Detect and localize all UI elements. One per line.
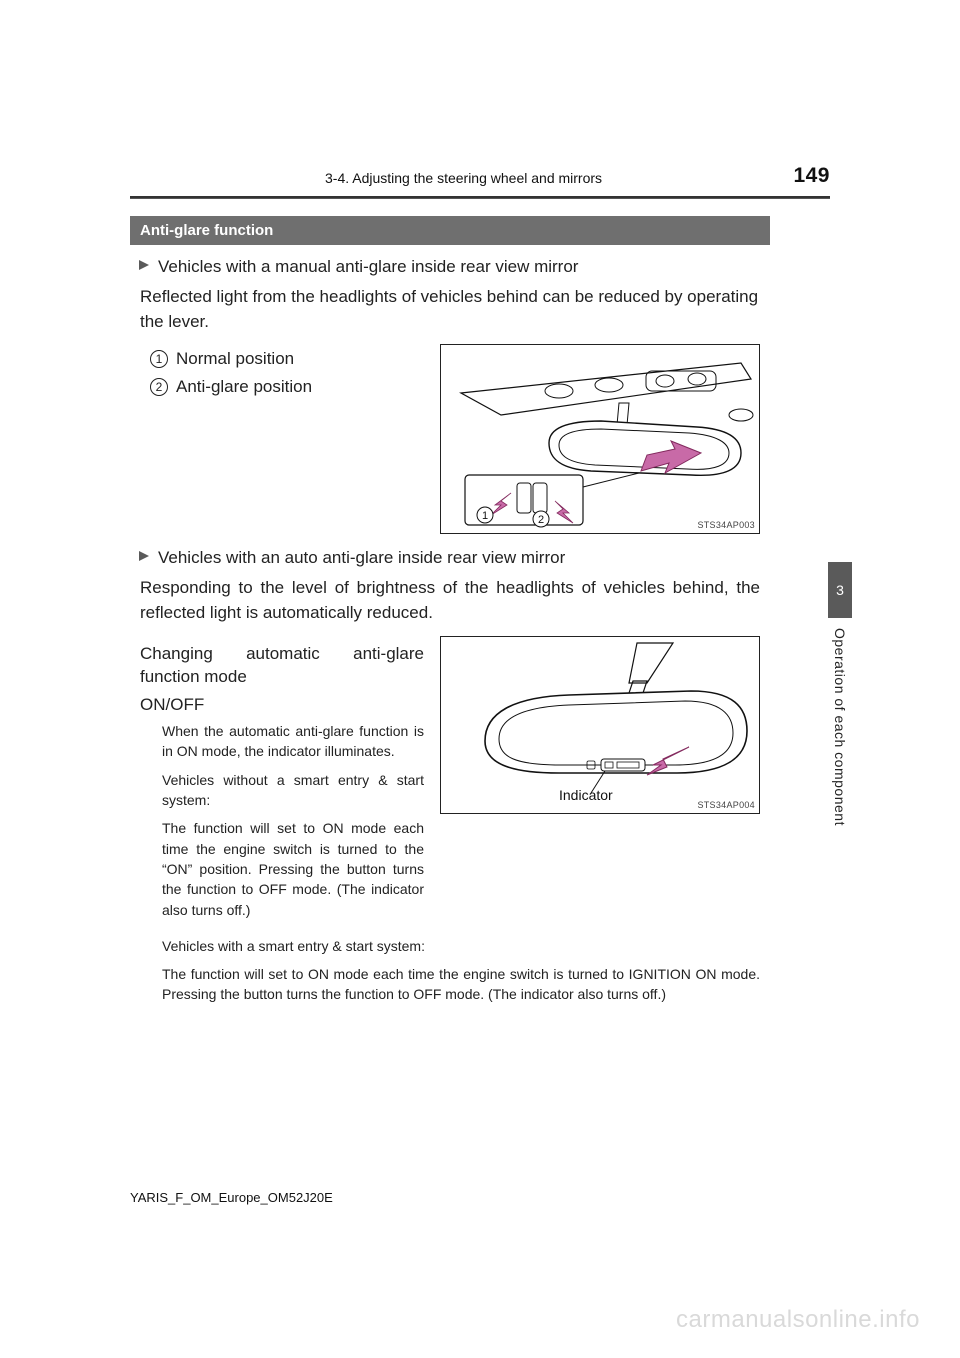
manual-item-2-text: Anti-glare position (176, 374, 312, 400)
auto-figure-col: Indicator STS34AP004 (440, 636, 760, 814)
bullet-manual-text: Vehicles with a manual anti-glare inside… (158, 257, 578, 277)
auto-p1: When the automatic anti-glare function i… (162, 721, 424, 762)
chapter-tab: 3 (828, 562, 852, 618)
header-rule (130, 196, 830, 199)
auto-p3: The function will set to ON mode each ti… (162, 818, 424, 919)
onoff-label: ON/OFF (140, 695, 414, 715)
manual-item-2: 2 Anti-glare position (150, 374, 414, 400)
bullet-auto-text: Vehicles with an auto anti-glare inside … (158, 548, 565, 568)
chapter-tab-number: 3 (836, 582, 844, 598)
triangle-icon (138, 259, 150, 271)
body: Anti-glare function Vehicles with a manu… (130, 216, 770, 1013)
circled-1-icon: 1 (150, 350, 168, 368)
svg-text:1: 1 (482, 510, 488, 522)
watermark: carmanualsonline.info (676, 1306, 920, 1334)
auto-p2: Vehicles without a smart entry & start s… (162, 770, 424, 811)
manual-row: 1 Normal position 2 Anti-glare position (140, 344, 760, 534)
triangle-icon (138, 550, 150, 562)
change-mode-line: Changing automatic anti-glare function m… (140, 642, 424, 690)
bullet-auto: Vehicles with an auto anti-glare inside … (138, 548, 770, 568)
manual-figure: 1 2 STS34AP003 (440, 344, 760, 534)
auto-figure-id: STS34AP004 (697, 800, 755, 810)
auto-figure: Indicator STS34AP004 (440, 636, 760, 814)
auto-row: Changing automatic anti-glare function m… (140, 636, 760, 928)
indicator-label: Indicator (559, 787, 613, 803)
circled-2-icon: 2 (150, 378, 168, 396)
section-heading-bar: Anti-glare function (130, 216, 770, 245)
manual-item-1-text: Normal position (176, 346, 294, 372)
page-number: 149 (793, 164, 830, 188)
manual-figure-col: 1 2 STS34AP003 (440, 344, 760, 534)
page: 3-4. Adjusting the steering wheel and mi… (0, 0, 960, 1358)
manual-list: 1 Normal position 2 Anti-glare position (140, 344, 424, 401)
svg-text:2: 2 (538, 514, 544, 526)
chapter-side-label: Operation of each component (828, 628, 852, 888)
auto-intro: Responding to the level of brightness of… (140, 576, 760, 625)
auto-left-col: Changing automatic anti-glare function m… (140, 636, 424, 928)
manual-item-1: 1 Normal position (150, 346, 414, 372)
section-label: 3-4. Adjusting the steering wheel and mi… (325, 170, 602, 186)
chapter-side-label-text: Operation of each component (832, 628, 848, 826)
bullet-manual: Vehicles with a manual anti-glare inside… (138, 257, 770, 277)
doc-id-footer: YARIS_F_OM_Europe_OM52J20E (130, 1190, 333, 1205)
manual-figure-svg: 1 2 (441, 345, 761, 535)
manual-figure-id: STS34AP003 (697, 520, 755, 530)
auto-p4: Vehicles with a smart entry & start syst… (162, 936, 760, 956)
auto-p5: The function will set to ON mode each ti… (162, 964, 760, 1005)
manual-intro: Reflected light from the headlights of v… (140, 285, 760, 334)
